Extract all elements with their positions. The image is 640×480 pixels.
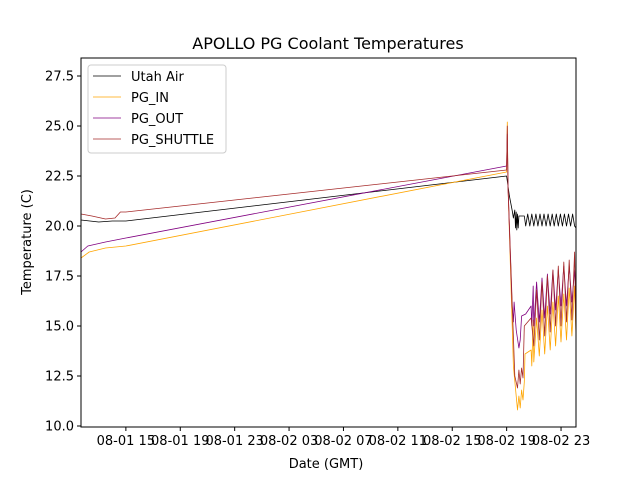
x-tick-label: 08-01 15	[97, 434, 155, 449]
y-tick-label: 22.5	[45, 170, 74, 185]
legend-frame	[87, 64, 227, 154]
legend: Utah Air PG_IN PG_OUT PG_SHUTTLE	[87, 64, 227, 154]
y-tick-label: 17.5	[45, 270, 74, 285]
legend-label: PG_OUT	[131, 112, 183, 127]
y-axis-label: Temperature (C)	[20, 189, 35, 296]
x-tick-label: 08-02 03	[260, 434, 318, 449]
legend-label: PG_SHUTTLE	[131, 133, 214, 148]
y-tick-label: 10.0	[45, 420, 74, 435]
series-line-pg-shuttle	[80, 125, 577, 389]
x-tick-label: 08-01 19	[151, 434, 209, 449]
y-axis: 10.0 12.5 15.0 17.5 20.0 22.5 25.0 27.5	[45, 70, 81, 435]
chart-title: APOLLO PG Coolant Temperatures	[192, 34, 463, 53]
y-tick-label: 27.5	[45, 70, 74, 85]
x-tick-label: 08-02 15	[423, 434, 481, 449]
x-tick-label: 08-02 23	[532, 434, 590, 449]
x-tick-label: 08-02 19	[477, 434, 535, 449]
y-tick-label: 25.0	[45, 120, 74, 135]
x-axis-label: Date (GMT)	[289, 457, 364, 472]
series-layer	[80, 121, 577, 411]
x-tick-label: 08-02 07	[314, 434, 372, 449]
y-tick-label: 15.0	[45, 320, 74, 335]
y-tick-label: 12.5	[45, 370, 74, 385]
x-tick-label: 08-01 23	[205, 434, 263, 449]
series-line-utah-air	[80, 175, 577, 231]
legend-label: Utah Air	[131, 70, 184, 85]
plot-frame	[80, 57, 577, 428]
legend-label: PG_IN	[131, 91, 169, 106]
y-tick-label: 20.0	[45, 220, 74, 235]
x-tick-label: 08-02 11	[369, 434, 427, 449]
